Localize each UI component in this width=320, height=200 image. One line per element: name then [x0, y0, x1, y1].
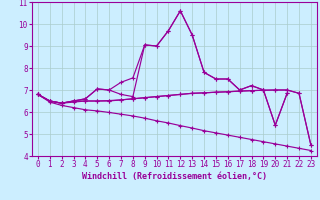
X-axis label: Windchill (Refroidissement éolien,°C): Windchill (Refroidissement éolien,°C): [82, 172, 267, 181]
